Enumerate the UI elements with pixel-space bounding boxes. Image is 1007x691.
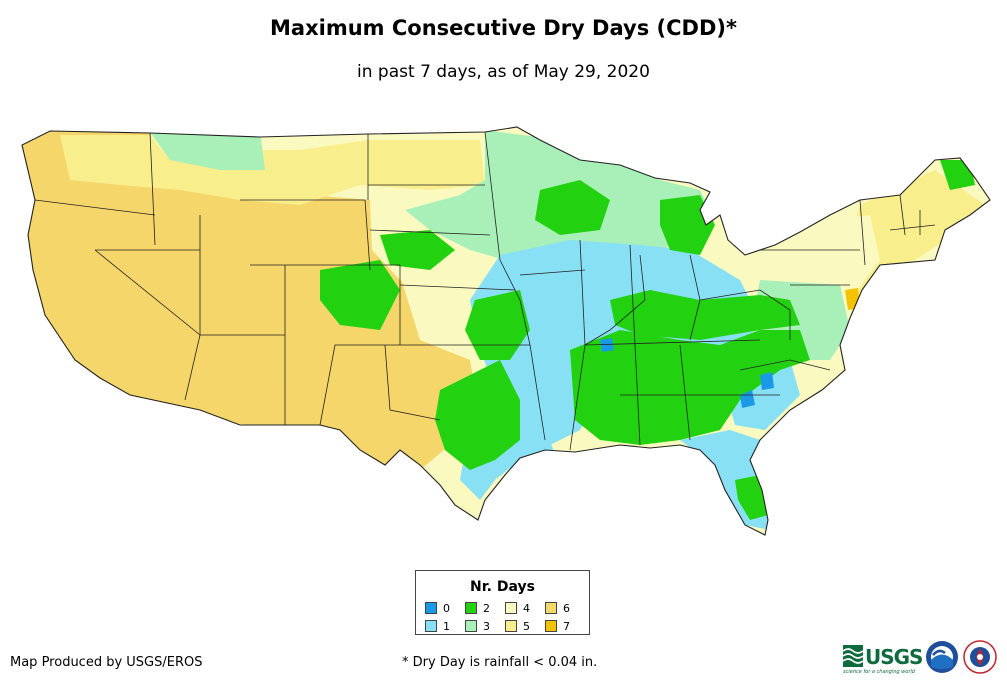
region-wisconsin-2days xyxy=(535,180,610,235)
legend-swatch xyxy=(465,620,477,632)
legend-swatch xyxy=(545,620,557,632)
legend-item-6: 6 xyxy=(545,601,585,615)
agency-logos: USGS science for a changing world xyxy=(843,638,1003,678)
legend-swatch xyxy=(545,602,557,614)
legend-item-4: 4 xyxy=(505,601,545,615)
region-texas-2days xyxy=(435,360,520,470)
region-north-5days xyxy=(60,135,485,205)
region-tn-0days xyxy=(600,338,614,352)
nws-logo-icon xyxy=(963,640,997,674)
region-ga-0days xyxy=(740,390,755,408)
map-subtitle: in past 7 days, as of May 29, 2020 xyxy=(357,62,650,82)
region-ohio-valley-2days xyxy=(610,290,800,340)
legend-label: 4 xyxy=(523,601,530,615)
legend-item-0: 0 xyxy=(425,601,465,615)
region-northeast-4days xyxy=(760,215,880,300)
legend: Nr. Days 0 2 4 6 1 3 5 xyxy=(415,570,590,635)
usgs-wave-icon xyxy=(843,645,863,667)
legend-swatch xyxy=(505,620,517,632)
usgs-tagline: science for a changing world xyxy=(843,669,915,675)
legend-label: 2 xyxy=(483,601,490,615)
legend-label: 1 xyxy=(443,619,450,633)
region-nebraska-2days xyxy=(380,230,455,270)
footnote-text: * Dry Day is rainfall < 0.04 in. xyxy=(402,655,598,670)
credit-text: Map Produced by USGS/EROS xyxy=(10,655,203,670)
usgs-wordmark: USGS xyxy=(865,645,923,669)
legend-label: 0 xyxy=(443,601,450,615)
legend-grid: 0 2 4 6 1 3 5 7 xyxy=(425,601,585,633)
legend-label: 7 xyxy=(563,619,570,633)
legend-item-5: 5 xyxy=(505,619,545,633)
legend-title: Nr. Days xyxy=(470,579,535,595)
region-southeast-2days xyxy=(570,330,810,445)
legend-swatch xyxy=(425,602,437,614)
state-borders xyxy=(34,131,936,451)
region-maine-2days xyxy=(940,160,975,190)
region-nd-3days xyxy=(150,132,265,170)
legend-item-7: 7 xyxy=(545,619,585,633)
legend-swatch xyxy=(465,602,477,614)
region-florida-2days xyxy=(735,475,768,520)
legend-label: 6 xyxy=(563,601,570,615)
usgs-logo: USGS xyxy=(843,645,923,669)
legend-swatch xyxy=(425,620,437,632)
legend-swatch xyxy=(505,602,517,614)
region-arkansas-2days xyxy=(465,290,530,360)
noaa-logo-icon xyxy=(926,641,958,673)
legend-item-3: 3 xyxy=(465,619,505,633)
legend-label: 5 xyxy=(523,619,530,633)
region-kansas-2days xyxy=(320,260,400,330)
region-west-6days xyxy=(22,130,480,470)
legend-item-1: 1 xyxy=(425,619,465,633)
legend-label: 3 xyxy=(483,619,490,633)
legend-item-2: 2 xyxy=(465,601,505,615)
map-title: Maximum Consecutive Dry Days (CDD)* xyxy=(270,16,737,40)
region-sc-0days xyxy=(760,372,774,390)
